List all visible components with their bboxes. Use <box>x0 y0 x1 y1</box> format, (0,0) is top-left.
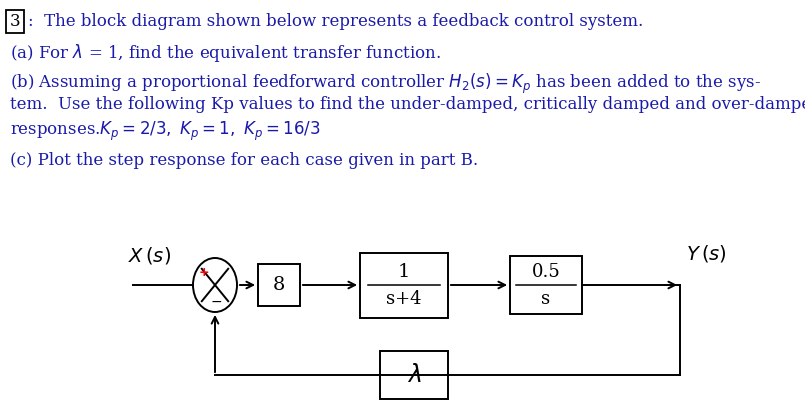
Text: :  The block diagram shown below represents a feedback control system.: : The block diagram shown below represen… <box>28 13 643 30</box>
Text: 1: 1 <box>398 263 411 281</box>
Text: +: + <box>198 266 208 279</box>
Bar <box>258 264 300 306</box>
Text: 8: 8 <box>273 276 285 294</box>
Text: (a) For $\lambda$ = 1, find the equivalent transfer function.: (a) For $\lambda$ = 1, find the equivale… <box>10 42 441 64</box>
Text: $X\,(s)$: $X\,(s)$ <box>128 244 171 265</box>
Bar <box>380 351 448 399</box>
Text: s+4: s+4 <box>386 290 422 308</box>
Text: −: − <box>210 295 222 309</box>
Text: tem.  Use the following Kp values to find the under-damped, critically damped an: tem. Use the following Kp values to find… <box>10 96 805 113</box>
Text: responses.$K_p = 2/3,\ K_p = 1,\ K_p = 16/3$: responses.$K_p = 2/3,\ K_p = 1,\ K_p = 1… <box>10 120 320 143</box>
Text: 0.5: 0.5 <box>531 263 560 281</box>
Bar <box>360 252 448 318</box>
Text: $Y\,(s)$: $Y\,(s)$ <box>686 242 727 263</box>
Text: s: s <box>542 290 551 308</box>
Text: $\lambda$: $\lambda$ <box>407 363 421 386</box>
Text: (c) Plot the step response for each case given in part B.: (c) Plot the step response for each case… <box>10 152 478 169</box>
Text: 3: 3 <box>10 13 20 30</box>
Text: (b) Assuming a proportional feedforward controller $H_2(s) = K_p$ has been added: (b) Assuming a proportional feedforward … <box>10 72 761 96</box>
Bar <box>510 256 582 314</box>
